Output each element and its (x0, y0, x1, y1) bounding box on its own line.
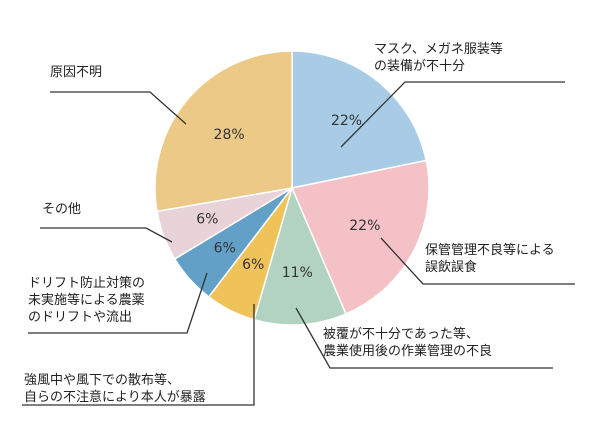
slice-category-label: ドリフト防止対策の未実施等による農薬のドリフトや流出 (28, 275, 145, 325)
slice-value-label: 6% (196, 212, 218, 228)
slice-category-label: 原因不明 (50, 65, 102, 80)
slice-category-label: 強風中や風下での散布等、自らの不注意により本人が暴露 (24, 372, 206, 405)
callouts: マスク、メガネ服装等の装備が不十分保管管理不良等による誤飲誤食被覆が不十分であっ… (22, 41, 575, 406)
leader-line (28, 272, 208, 334)
pie-slices (154, 50, 430, 326)
slice-value-label: 22% (349, 218, 380, 234)
slice-value-label: 6% (242, 257, 264, 273)
value-labels: 22% 22% 11% 6% 6% 6% 28% (196, 113, 380, 281)
pie-slice (290, 159, 430, 315)
pie-slice (291, 50, 428, 189)
slice-category-label: 保管管理不良等による誤飲誤食 (425, 242, 555, 275)
slice-value-label: 22% (331, 113, 362, 129)
slice-category-label: その他 (42, 202, 81, 217)
slice-value-label: 28% (214, 127, 245, 143)
leader-line (40, 227, 173, 243)
leader-line (22, 304, 255, 406)
slice-category-label: マスク、メガネ服装等の装備が不十分 (374, 41, 503, 74)
leader-line (380, 237, 575, 285)
leader-line (50, 91, 187, 125)
slice-value-label: 11% (282, 265, 313, 281)
slice-category-label: 被覆が不十分であった等、農業使用後の作業管理の不良 (323, 326, 492, 359)
leader-line (340, 81, 565, 148)
leader-line (295, 307, 553, 369)
slice-value-label: 6% (214, 240, 236, 256)
pie-slice (253, 185, 347, 326)
pie-slice (154, 50, 293, 213)
